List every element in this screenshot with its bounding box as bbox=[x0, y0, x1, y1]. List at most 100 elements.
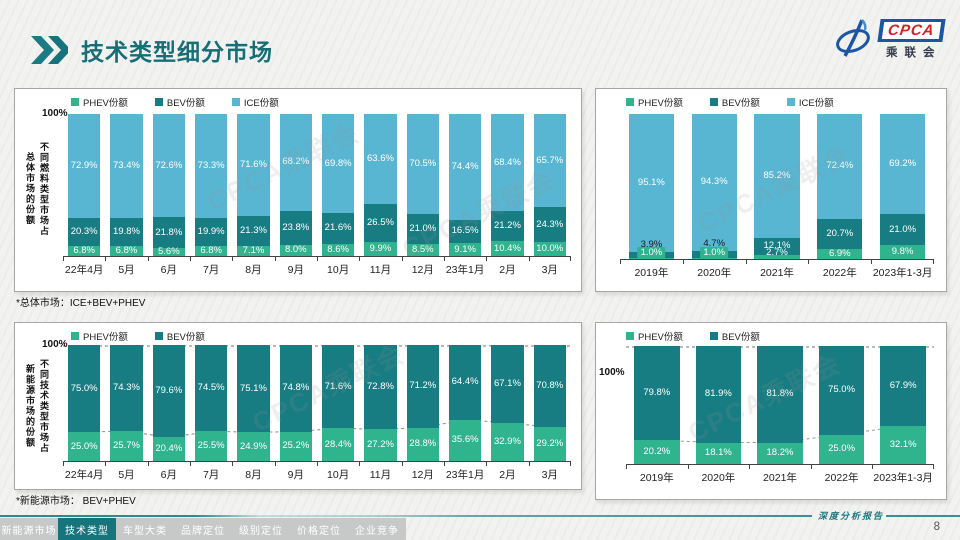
x-axis-label: 7月 bbox=[189, 462, 232, 482]
ice-segment: 69.8% bbox=[322, 114, 355, 214]
stacked-bar: 69.2% 21.0% 9.8% bbox=[879, 114, 926, 259]
stacked-bar: 75.0% 25.0% bbox=[818, 346, 865, 464]
data-label: 28.4% bbox=[324, 438, 352, 450]
ice-segment: 71.6% bbox=[237, 114, 270, 216]
data-label: 21.2% bbox=[493, 220, 521, 232]
bar-slot: 72.4% 20.7% 6.9% bbox=[808, 114, 871, 259]
bev-segment: 71.6% bbox=[322, 345, 355, 429]
stacked-bar: 74.3% 25.7% bbox=[110, 345, 143, 461]
phev-segment: 18.2% bbox=[757, 442, 803, 464]
bev-segment: 74.8% bbox=[279, 345, 312, 432]
data-label: 8.6% bbox=[327, 243, 349, 255]
x-axis-label: 7月 bbox=[189, 257, 232, 277]
data-label: 74.4% bbox=[451, 160, 479, 172]
bev-segment: 70.8% bbox=[533, 345, 566, 428]
data-label: 35.6% bbox=[451, 434, 479, 446]
data-label: 71.6% bbox=[240, 158, 267, 170]
phev-segment: 6.8% bbox=[195, 245, 228, 256]
data-label: 6.9% bbox=[828, 247, 851, 259]
bev-segment: 79.8% bbox=[634, 346, 680, 441]
data-label: 70.8% bbox=[536, 380, 564, 392]
data-label: 81.9% bbox=[704, 388, 732, 400]
nav-tab[interactable]: 品牌定位 bbox=[174, 518, 232, 540]
ice-segment: 73.3% bbox=[195, 114, 228, 219]
legend-label: PHEV份额 bbox=[83, 98, 128, 109]
legend-item: PHEV份额 bbox=[71, 95, 128, 109]
bev-segment: 72.8% bbox=[364, 345, 397, 430]
data-label: 71.6% bbox=[324, 380, 352, 392]
bev-segment: 75.1% bbox=[237, 345, 270, 433]
data-label: 69.2% bbox=[889, 158, 917, 170]
phev-segment: 25.0% bbox=[68, 432, 101, 461]
stacked-bar: 81.9% 18.1% bbox=[695, 346, 742, 464]
phev-segment: 2.7% bbox=[754, 247, 800, 259]
bev-segment: 21.0% bbox=[879, 214, 926, 245]
x-axis-label: 23年1月 bbox=[443, 462, 486, 482]
x-axis-label: 12月 bbox=[401, 462, 444, 482]
x-axis-label: 9月 bbox=[274, 462, 317, 482]
data-label: 32.9% bbox=[493, 435, 521, 447]
chart-plot-area: 95.1% 3.9% 1.0% 94.3% 4.7% 1.0% 85.2% 12.1% 2.7%… bbox=[620, 114, 934, 259]
stacked-bar: 72.4% 20.7% 6.9% bbox=[817, 114, 863, 259]
data-label: 21.3% bbox=[240, 224, 267, 236]
nav-tab[interactable]: 新能源市场 bbox=[0, 518, 58, 540]
data-label: 24.9% bbox=[240, 440, 267, 452]
data-label: 63.6% bbox=[366, 153, 394, 165]
data-label: 75.1% bbox=[240, 382, 267, 394]
phev-segment: 18.1% bbox=[695, 442, 742, 464]
nav-tab[interactable]: 价格定位 bbox=[290, 518, 348, 540]
nav-tab[interactable]: 级别定位 bbox=[232, 518, 290, 540]
bar-slot: 70.8% 29.2% bbox=[529, 345, 571, 461]
data-label: 9.9% bbox=[369, 242, 392, 254]
data-label: 10.4% bbox=[493, 242, 521, 254]
bar-slot: 63.6% 26.5% 9.9% bbox=[359, 114, 401, 256]
phev-segment: 28.8% bbox=[406, 427, 439, 461]
logo-text-sub: 乘联会 bbox=[885, 46, 942, 59]
ice-segment: 72.4% bbox=[817, 114, 863, 219]
data-label: 81.8% bbox=[766, 388, 794, 400]
data-label: 18.1% bbox=[704, 447, 732, 459]
legend-label: ICE份额 bbox=[243, 98, 279, 109]
stacked-bar: 68.2% 23.8% 8.0% bbox=[279, 114, 312, 256]
nav-tab[interactable]: 车型大类 bbox=[116, 518, 174, 540]
bar-slot: 85.2% 12.1% 2.7% bbox=[746, 114, 809, 259]
phev-segment: 6.9% bbox=[817, 247, 863, 259]
bar-slot: 74.8% 25.2% bbox=[275, 345, 317, 461]
y-axis-title: 新能源市场的份额 不同技术类型市场占 bbox=[24, 353, 51, 459]
legend-item: BEV份额 bbox=[154, 95, 205, 109]
bev-segment: 23.8% bbox=[279, 210, 312, 245]
stacked-bar: 79.6% 20.4% bbox=[152, 345, 185, 461]
stacked-bar: 63.6% 26.5% 9.9% bbox=[364, 114, 397, 256]
phev-segment: 9.9% bbox=[364, 241, 397, 256]
data-label: 73.3% bbox=[197, 160, 225, 172]
bar-slot: 95.1% 3.9% 1.0% bbox=[620, 114, 683, 259]
x-axis-label: 2023年1-3月 bbox=[871, 260, 934, 280]
bar-slot: 68.4% 21.2% 10.4% bbox=[486, 114, 528, 256]
legend-label: PHEV份额 bbox=[638, 98, 683, 109]
stacked-bar: 67.9% 32.1% bbox=[880, 346, 926, 464]
data-label: 20.3% bbox=[70, 225, 98, 237]
stacked-bar: 65.7% 24.3% 10.0% bbox=[533, 114, 566, 256]
stacked-bar: 94.3% 4.7% 1.0% bbox=[691, 114, 737, 259]
y-axis-title: 总体市场的份额 不同燃料类型市场占 bbox=[24, 125, 51, 253]
phev-segment: 1.0% bbox=[628, 246, 674, 259]
data-label: 67.9% bbox=[889, 380, 917, 392]
data-label: 75.0% bbox=[70, 382, 98, 394]
data-label: 94.3% bbox=[700, 176, 728, 188]
legend-swatch-ice bbox=[231, 98, 240, 106]
nav-tab[interactable]: 企业竞争 bbox=[348, 518, 406, 540]
x-axis-label: 6月 bbox=[147, 257, 190, 277]
x-axis-label: 2021年 bbox=[745, 260, 809, 280]
bev-segment: 21.6% bbox=[322, 213, 355, 244]
data-label: 20.7% bbox=[826, 227, 854, 239]
bar-slot: 69.8% 21.6% 8.6% bbox=[317, 114, 359, 256]
logo-text-cpca: CPCA bbox=[882, 21, 942, 39]
data-label: 19.8% bbox=[113, 226, 140, 238]
x-axis: 2019年 2020年 2021年 2022年 2023年1-3月 bbox=[620, 259, 934, 280]
y-axis-title-line2: 总体市场的份额 bbox=[25, 152, 35, 226]
nav-tab[interactable]: 技术类型 bbox=[58, 518, 116, 540]
bev-segment: 21.2% bbox=[491, 211, 524, 242]
